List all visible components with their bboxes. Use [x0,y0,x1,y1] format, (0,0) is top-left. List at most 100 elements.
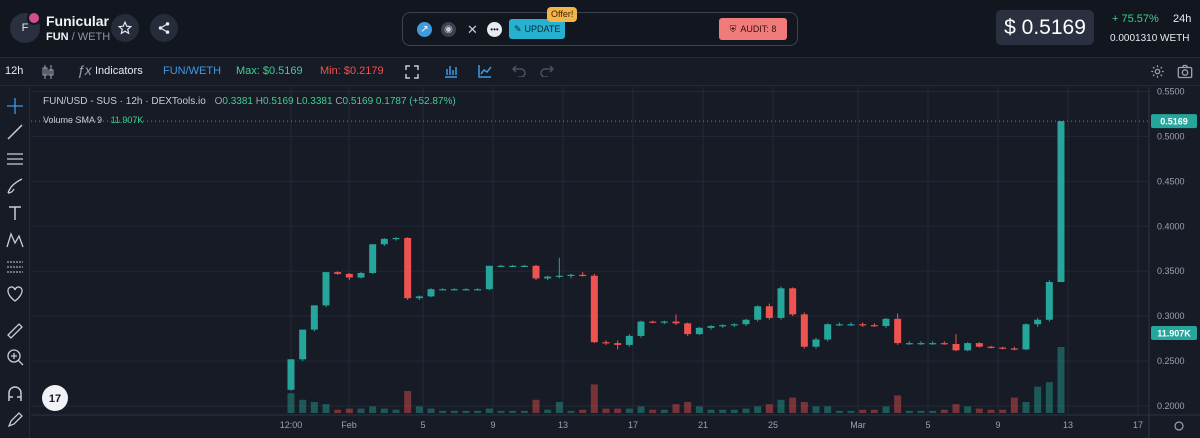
undo-icon[interactable] [512,65,526,77]
favorite-button[interactable] [111,14,139,42]
volume-bar [497,410,505,413]
x-tick-label: 17 [1133,420,1143,430]
candle-body [625,335,633,345]
price-chart[interactable]: 0.5500 0.5000 0.4500 0.4000 0.3500 0.3000 0.25… [31,87,1200,438]
candle-body [1057,121,1065,283]
website-icon[interactable]: ↗ [417,22,432,37]
volume-bar [532,399,540,413]
candle-body [357,273,365,278]
crosshair-icon[interactable] [6,97,24,115]
candle-type-icon[interactable] [42,64,54,80]
candle-body [649,321,657,323]
indicators-icon[interactable]: ƒx [77,62,92,78]
volume-bar [310,402,318,413]
audit-button[interactable]: ⛨ AUDIT: 8 [719,18,787,40]
redo-icon[interactable] [540,65,554,77]
timeframe-selector[interactable]: 12h [5,65,24,77]
y-tick-label: 0.3000 [1157,311,1185,321]
ruler-icon[interactable] [6,322,24,340]
volume-bar [345,408,353,413]
current-price: $ 0.5169 [996,10,1094,45]
x-twitter-icon[interactable]: ✕ [467,21,478,37]
volume-bar [917,410,925,413]
candle-body [427,289,435,297]
volume-bar [742,408,750,413]
volume-bar [485,408,493,413]
candle-body [859,324,867,326]
share-button[interactable] [150,14,178,42]
lock-pencil-icon[interactable] [6,411,24,429]
update-button[interactable]: ✎ UPDATE [509,19,566,39]
heart-icon[interactable] [6,285,24,303]
x-tick-label: 21 [698,420,708,430]
candle-body [660,321,668,323]
candle-body [940,343,948,345]
camera-icon[interactable] [1177,64,1193,79]
brush-icon[interactable] [6,177,24,195]
volume-bar [835,410,843,413]
fullscreen-icon[interactable] [405,65,419,79]
volume-bar [287,393,295,413]
trend-line-icon[interactable] [6,123,24,141]
legend-open: 0.3381 [222,96,253,107]
volume-legend-value: 11.907K [110,115,144,125]
x-tick-label: 13 [558,420,568,430]
legend-change: 0.1787 (+52.87%) [375,96,456,107]
horizontal-lines-icon[interactable] [6,150,24,168]
volume-bar [777,399,785,413]
star-icon [118,21,132,35]
volume-bar [427,408,435,413]
candle-body [404,237,412,299]
volume-bar [800,402,808,413]
volume-bar [380,408,388,413]
token-header: F Funicular FUN / WETH ↗ ◉ ✕ ••• ✎ UPDATE… [0,0,1200,58]
volume-bar [859,409,867,413]
legend-high-label: H [255,96,263,107]
pattern-icon[interactable] [6,231,24,249]
candle-body [322,272,330,306]
pair-toggle[interactable]: FUN/WETH [163,65,222,77]
candle-body [450,289,458,291]
candle-body [380,238,388,245]
x-tick-label: 5 [925,420,930,430]
gear-icon[interactable] [1150,64,1165,79]
line-chart-icon[interactable] [478,64,492,78]
volume-bar [707,409,715,413]
volume-bar [1057,347,1065,413]
candle-body [742,319,750,325]
token-pair: FUN / WETH [46,31,110,43]
volume-bar [579,409,587,413]
volume-bar [544,409,552,413]
offer-badge: Offer! [547,7,578,22]
volume-legend: Volume SMA 9 11.907K [43,115,143,125]
volume-bar [684,402,692,413]
update-label: UPDATE [524,24,561,34]
y-tick-label: 0.4500 [1157,176,1185,186]
volume-bar [590,384,598,413]
candle-body [707,326,715,328]
volume-bar [940,409,948,413]
legend-close: 0.5169 [342,96,374,107]
candle-body [544,276,552,279]
candle-body [310,305,318,330]
bar-chart-icon[interactable] [444,64,458,78]
legend-close-label: C [335,96,343,107]
indicators-button[interactable]: Indicators [95,65,143,77]
candle-body [520,265,528,268]
more-icon[interactable]: ••• [487,22,502,37]
candle-body [1034,319,1042,325]
token-name: Funicular [46,13,110,29]
zoom-in-icon[interactable] [6,348,24,366]
candle-body [905,343,913,345]
volume-bar [1010,397,1018,413]
y-tick-label: 0.5500 [1157,87,1185,96]
globe-icon[interactable]: ◉ [441,22,456,37]
volume-bar [625,408,633,413]
volume-bar [719,409,727,413]
magnet-icon[interactable] [6,385,24,403]
candle-body [812,339,820,347]
candle-body [695,327,703,335]
fib-icon[interactable] [6,258,24,276]
volume-bar [894,395,902,413]
text-tool-icon[interactable] [6,204,24,222]
